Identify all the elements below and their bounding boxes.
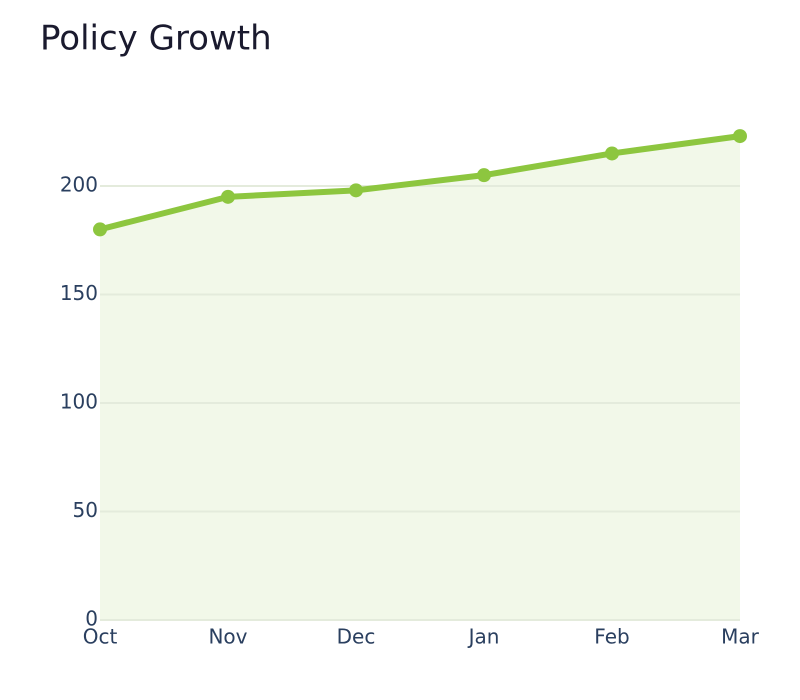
x-tick-label: Nov: [208, 625, 247, 649]
y-tick-label: 0: [85, 607, 98, 631]
point: [605, 146, 619, 161]
chart-title: Policy Growth: [40, 19, 272, 59]
y-tick-label: 200: [60, 173, 98, 197]
area-fill: [100, 136, 740, 620]
line: [99, 133, 741, 233]
point: [349, 183, 363, 198]
y-tick-label: 50: [73, 498, 98, 522]
x-tick-label: Oct: [83, 625, 118, 649]
point: [733, 129, 747, 144]
point: [221, 189, 235, 204]
x-tick-label: Jan: [467, 625, 500, 649]
x-tick-label: Mar: [721, 625, 760, 649]
point: [93, 222, 107, 237]
x-tick-label: Dec: [337, 625, 376, 649]
point: [477, 168, 491, 183]
x-tick-label: Feb: [594, 625, 629, 649]
y-tick-label: 150: [60, 281, 98, 305]
y-tick-label: 100: [60, 390, 98, 414]
